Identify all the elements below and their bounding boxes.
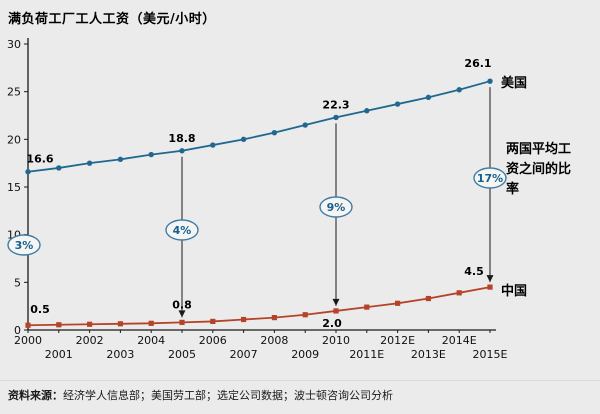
- us-data-point: [148, 151, 154, 158]
- china-data-point: [487, 284, 493, 290]
- x-tick-label: 2013E: [411, 348, 446, 361]
- ratio-value: 4%: [173, 224, 192, 237]
- us-data-point: [25, 169, 31, 175]
- us-data-point: [364, 108, 370, 114]
- us-data-point: [425, 94, 432, 101]
- x-tick-label: 2005: [168, 348, 196, 361]
- value-label: 18.8: [168, 132, 195, 145]
- x-tick-label: 2014E: [442, 334, 477, 347]
- value-label: 0.8: [172, 298, 192, 311]
- us-data-point: [56, 165, 62, 171]
- value-label: 0.5: [30, 303, 50, 316]
- chart-title: 满负荷工厂工人工资（美元/小时）: [8, 12, 216, 27]
- us-data-point: [117, 156, 124, 163]
- source-label: 资料来源：: [8, 389, 63, 402]
- value-label: 22.3: [322, 98, 349, 111]
- x-tick-label: 2011E: [349, 348, 384, 361]
- china-data-point: [333, 308, 339, 314]
- x-tick-label: 2006: [199, 334, 227, 347]
- x-tick-label: 2002: [76, 334, 104, 347]
- china-data-point: [25, 322, 31, 328]
- arrow-head: [486, 275, 494, 283]
- y-tick-label: 5: [14, 276, 21, 289]
- ratio-oval: [319, 196, 353, 218]
- china-data-point: [302, 312, 308, 318]
- source-text: 经济学人信息部；美国劳工部；选定公司数据；波士顿咨询公司分析: [63, 389, 393, 402]
- y-tick-label: 25: [7, 86, 21, 99]
- china-data-point: [210, 318, 216, 325]
- y-tick-label: 0: [14, 324, 21, 337]
- us-data-point: [333, 114, 339, 121]
- arrow-head: [332, 298, 340, 306]
- value-label: 16.6: [26, 153, 53, 166]
- x-tick-label: 2000: [14, 334, 42, 347]
- ratio-annotation-label: 两国平均工资之间的比率: [506, 142, 572, 198]
- china-data-point: [364, 304, 370, 310]
- x-tick-label: 2010: [322, 334, 350, 347]
- y-tick-label: 30: [7, 38, 21, 51]
- china-line: [27, 286, 491, 327]
- ratio-value: 17%: [477, 172, 503, 185]
- china-data-point: [395, 300, 401, 306]
- x-tick-label: 2001: [45, 348, 73, 361]
- value-label: 4.5: [464, 265, 484, 278]
- ratio-value: 3%: [15, 239, 34, 252]
- x-tick-label: 2015E: [473, 348, 508, 361]
- china-data-point: [56, 322, 62, 328]
- x-tick-label: 2008: [260, 334, 288, 347]
- y-tick-label: 20: [7, 133, 21, 146]
- us-data-point: [302, 122, 308, 128]
- china-data-point: [179, 319, 185, 325]
- us-data-point: [86, 160, 93, 166]
- source-note: 资料来源：经济学人信息部；美国劳工部；选定公司数据；波士顿咨询公司分析: [0, 380, 600, 403]
- series-label-china: 中国: [501, 284, 528, 299]
- china-data-point: [117, 321, 123, 327]
- x-tick-label: 2007: [230, 348, 258, 361]
- china-data-point: [241, 316, 247, 323]
- x-tick-label: 2003: [106, 348, 134, 361]
- us-data-point: [487, 78, 493, 84]
- ratio-value: 9%: [327, 201, 346, 214]
- ratio-oval: [7, 234, 41, 256]
- ratio-oval: [165, 219, 199, 241]
- ratio-oval: [473, 167, 507, 189]
- value-label: 2.0: [322, 317, 342, 330]
- value-label: 26.1: [464, 57, 491, 70]
- china-data-point: [148, 320, 154, 326]
- x-tick-label: 2009: [291, 348, 319, 361]
- arrow-head: [178, 310, 186, 318]
- us-data-point: [456, 87, 462, 93]
- y-tick-label: 15: [7, 181, 21, 194]
- series-label-us: 美国: [501, 76, 528, 91]
- us-data-point: [394, 101, 401, 107]
- us-line: [27, 80, 491, 173]
- x-tick-label: 2004: [137, 334, 165, 347]
- china-data-point: [456, 290, 462, 296]
- us-data-point: [210, 142, 216, 148]
- us-data-point: [271, 129, 278, 136]
- us-data-point: [240, 136, 247, 143]
- china-data-point: [271, 315, 277, 321]
- x-tick-label: 2012E: [380, 334, 415, 347]
- us-data-point: [179, 148, 185, 154]
- china-data-point: [87, 321, 93, 327]
- china-data-point: [425, 295, 431, 302]
